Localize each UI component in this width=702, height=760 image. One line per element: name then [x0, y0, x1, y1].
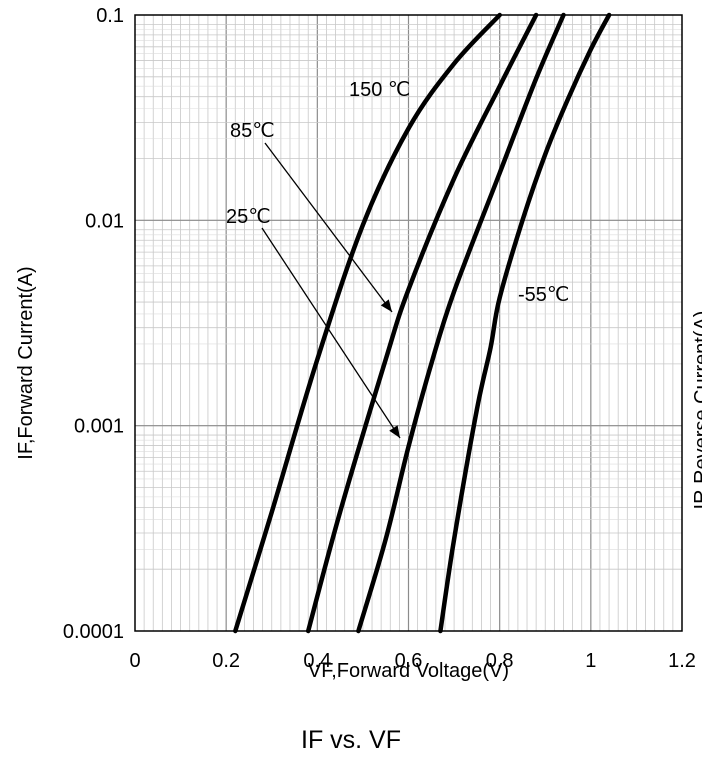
chart-caption: IF vs. VF — [301, 726, 401, 754]
annotation-25c: 25℃ — [226, 206, 271, 228]
series-line — [305, 12, 539, 634]
x-tick-label: 0.4 — [303, 650, 331, 672]
y-tick-label: 0.1 — [96, 5, 124, 27]
x-tick-labels: 0 0.2 0.4 0.6 0.8 1 1.2 — [129, 650, 695, 672]
x-axis-label: VF,Forward Voltage(V) — [308, 660, 509, 682]
y-tick-labels: 0.0001 0.001 0.01 0.1 — [63, 5, 124, 643]
x-tick-label: 0.6 — [395, 650, 423, 672]
plot-frame — [134, 14, 683, 632]
right-clipped-axis-label: IR,Reverse Current(A) — [686, 180, 702, 640]
x-tick-label: 0.8 — [486, 650, 514, 672]
annotation-85c-arrow-head — [380, 299, 392, 312]
x-tick-label: 1 — [585, 650, 596, 672]
annotation-85c: 85℃ — [230, 120, 275, 142]
series-line — [356, 12, 566, 634]
curves — [233, 12, 612, 634]
x-tick-label: 0.2 — [212, 650, 240, 672]
y-axis-label: IF,Forward Current(A) — [15, 266, 37, 459]
annotation-25c-arrow — [261, 227, 401, 439]
annotations: 150 ℃ 85℃ 25℃ -55℃ — [226, 79, 569, 439]
y-tick-label: 0.01 — [85, 210, 124, 232]
right-axis-label-partial: IR,Reverse Current(A) — [691, 311, 702, 510]
series-line — [438, 12, 612, 634]
annotation-25c-arrow-head — [389, 425, 400, 438]
grid — [135, 15, 682, 631]
y-tick-label: 0.001 — [74, 416, 124, 438]
annotation-150c: 150 ℃ — [349, 79, 410, 101]
annotation-85c-arrow — [264, 142, 393, 313]
x-tick-label: 0 — [129, 650, 140, 672]
annotation-minus55c: -55℃ — [518, 284, 569, 306]
x-tick-label: 1.2 — [668, 650, 696, 672]
y-tick-label: 0.0001 — [63, 621, 124, 643]
series-line — [233, 12, 502, 634]
